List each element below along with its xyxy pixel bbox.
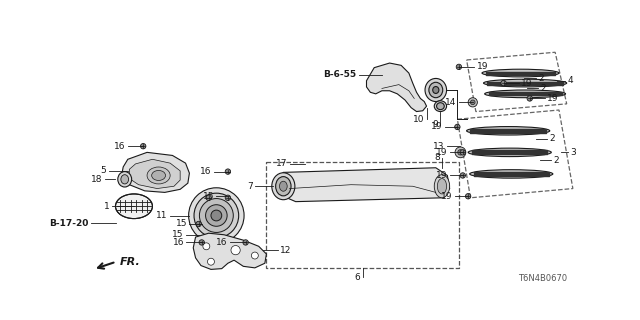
Text: 12: 12 bbox=[280, 246, 292, 255]
Text: 4: 4 bbox=[568, 76, 573, 85]
Ellipse shape bbox=[527, 96, 532, 101]
Text: 11: 11 bbox=[156, 211, 168, 220]
Ellipse shape bbox=[433, 86, 439, 93]
Ellipse shape bbox=[465, 194, 471, 199]
Text: 15: 15 bbox=[202, 192, 214, 201]
Ellipse shape bbox=[484, 79, 566, 87]
Text: 19: 19 bbox=[436, 148, 447, 157]
Ellipse shape bbox=[435, 175, 450, 198]
Ellipse shape bbox=[189, 188, 244, 243]
Ellipse shape bbox=[468, 148, 551, 156]
Polygon shape bbox=[193, 233, 266, 269]
Ellipse shape bbox=[252, 252, 259, 259]
Text: 15: 15 bbox=[175, 220, 187, 228]
Text: 10: 10 bbox=[413, 115, 424, 124]
Ellipse shape bbox=[115, 194, 152, 219]
Ellipse shape bbox=[121, 175, 129, 184]
Text: 19: 19 bbox=[431, 123, 443, 132]
Bar bbox=[266, 162, 459, 268]
Ellipse shape bbox=[437, 179, 447, 194]
Ellipse shape bbox=[147, 167, 170, 184]
Text: 16: 16 bbox=[114, 142, 125, 151]
Ellipse shape bbox=[211, 210, 221, 221]
Ellipse shape bbox=[425, 78, 447, 101]
Ellipse shape bbox=[460, 173, 465, 178]
Ellipse shape bbox=[118, 172, 132, 187]
Ellipse shape bbox=[470, 100, 475, 105]
Text: 14: 14 bbox=[445, 98, 456, 107]
Ellipse shape bbox=[429, 82, 443, 98]
Ellipse shape bbox=[200, 198, 234, 232]
Text: 16: 16 bbox=[216, 238, 228, 247]
Ellipse shape bbox=[206, 195, 211, 201]
Ellipse shape bbox=[484, 90, 566, 98]
Ellipse shape bbox=[196, 221, 202, 227]
Text: 2: 2 bbox=[554, 156, 559, 164]
Text: FR.: FR. bbox=[120, 258, 141, 268]
Ellipse shape bbox=[456, 64, 461, 69]
Ellipse shape bbox=[276, 177, 291, 196]
Text: 2: 2 bbox=[541, 84, 546, 93]
Ellipse shape bbox=[436, 103, 444, 110]
Ellipse shape bbox=[272, 173, 295, 200]
Text: 16: 16 bbox=[200, 167, 212, 176]
Text: 3: 3 bbox=[570, 148, 576, 157]
Text: 6: 6 bbox=[355, 273, 360, 282]
Ellipse shape bbox=[243, 240, 248, 245]
Text: 7: 7 bbox=[247, 182, 253, 191]
Ellipse shape bbox=[482, 69, 559, 77]
Ellipse shape bbox=[455, 147, 466, 158]
Text: B-6-55: B-6-55 bbox=[323, 70, 356, 79]
Text: 1: 1 bbox=[104, 202, 110, 211]
Text: 16: 16 bbox=[173, 238, 184, 247]
Text: 2: 2 bbox=[550, 134, 556, 143]
Text: 19: 19 bbox=[477, 62, 488, 71]
Ellipse shape bbox=[470, 170, 553, 178]
Ellipse shape bbox=[199, 240, 204, 245]
Ellipse shape bbox=[460, 150, 465, 155]
Text: 19: 19 bbox=[436, 171, 447, 180]
Ellipse shape bbox=[225, 169, 230, 174]
Polygon shape bbox=[276, 168, 450, 202]
Text: 19: 19 bbox=[547, 94, 559, 103]
Polygon shape bbox=[129, 159, 180, 188]
Polygon shape bbox=[122, 152, 189, 192]
Text: T6N4B0670: T6N4B0670 bbox=[518, 274, 566, 283]
Text: 2: 2 bbox=[538, 74, 544, 83]
Ellipse shape bbox=[231, 245, 240, 255]
Polygon shape bbox=[367, 63, 427, 112]
Text: 15: 15 bbox=[172, 230, 183, 239]
Ellipse shape bbox=[454, 124, 460, 130]
Ellipse shape bbox=[225, 195, 230, 201]
Text: 8: 8 bbox=[434, 153, 440, 162]
Ellipse shape bbox=[467, 127, 550, 135]
Text: 18: 18 bbox=[91, 175, 102, 184]
Ellipse shape bbox=[152, 171, 166, 180]
Ellipse shape bbox=[458, 150, 463, 155]
Text: 5: 5 bbox=[100, 166, 106, 175]
Text: 9: 9 bbox=[433, 120, 438, 129]
Ellipse shape bbox=[501, 80, 506, 86]
Ellipse shape bbox=[203, 243, 210, 250]
Text: 17: 17 bbox=[276, 159, 287, 168]
Ellipse shape bbox=[435, 101, 447, 112]
Ellipse shape bbox=[141, 143, 146, 149]
Ellipse shape bbox=[205, 205, 227, 226]
Ellipse shape bbox=[280, 181, 287, 191]
Text: 13: 13 bbox=[433, 142, 444, 151]
Text: 19: 19 bbox=[441, 192, 452, 201]
Ellipse shape bbox=[468, 98, 477, 107]
Ellipse shape bbox=[207, 258, 214, 265]
Text: 19: 19 bbox=[521, 78, 532, 88]
Ellipse shape bbox=[194, 193, 239, 238]
Text: B-17-20: B-17-20 bbox=[49, 219, 88, 228]
